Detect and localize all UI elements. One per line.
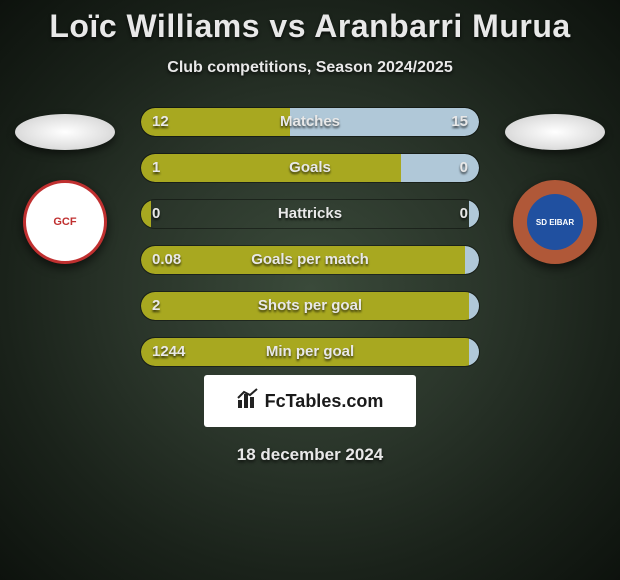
- date-line: 18 december 2024: [0, 445, 620, 465]
- stats-bars-area: 1215Matches 10Goals 00Hattricks 0.08Goals p…: [0, 107, 620, 367]
- stat-row: 00Hattricks: [140, 199, 480, 229]
- stat-row: 2Shots per goal: [140, 291, 480, 321]
- stat-label: Goals: [140, 153, 480, 183]
- stat-label: Goals per match: [140, 245, 480, 275]
- bar-chart-icon: [237, 388, 259, 414]
- stat-label: Matches: [140, 107, 480, 137]
- stat-label: Hattricks: [140, 199, 480, 229]
- stat-row: 0.08Goals per match: [140, 245, 480, 275]
- page-title: Loïc Williams vs Aranbarri Murua: [0, 8, 620, 45]
- stat-label: Shots per goal: [140, 291, 480, 321]
- watermark-box: FcTables.com: [204, 375, 416, 427]
- watermark-text: FcTables.com: [265, 391, 384, 412]
- stat-label: Min per goal: [140, 337, 480, 367]
- stat-row: 10Goals: [140, 153, 480, 183]
- stat-row: 1244Min per goal: [140, 337, 480, 367]
- stat-row: 1215Matches: [140, 107, 480, 137]
- content-wrapper: Loïc Williams vs Aranbarri Murua Club co…: [0, 0, 620, 580]
- subtitle: Club competitions, Season 2024/2025: [0, 59, 620, 77]
